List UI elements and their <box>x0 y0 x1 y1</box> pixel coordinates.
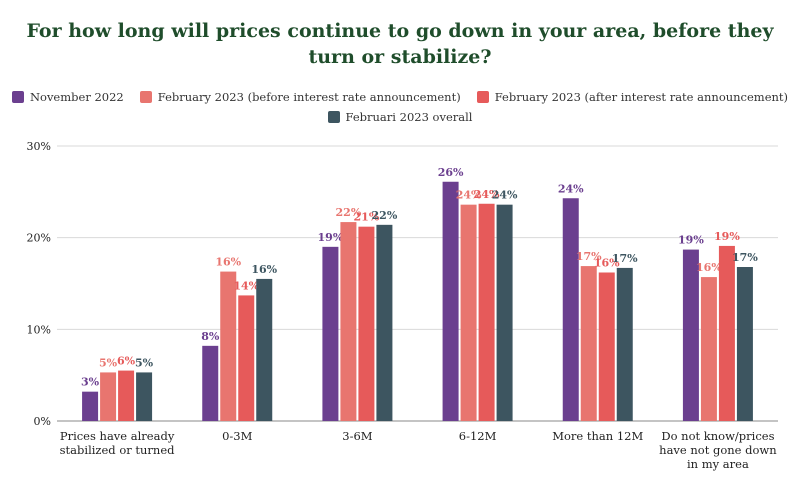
bar <box>340 222 357 421</box>
legend-item-feb-before: February 2023 (before interest rate anno… <box>139 90 461 104</box>
bar <box>478 203 495 421</box>
bar <box>460 204 477 421</box>
data-label: 14% <box>233 279 259 292</box>
bar <box>736 267 753 421</box>
data-label: 8% <box>201 330 220 343</box>
data-label: 16% <box>215 256 241 269</box>
legend-swatch <box>327 111 340 123</box>
data-label: 22% <box>336 206 362 219</box>
bar <box>136 372 153 421</box>
legend-item-november-2022: November 2022 <box>11 90 124 104</box>
bar <box>700 277 717 421</box>
bar <box>562 198 579 421</box>
x-tick-label: stabilized or turned <box>60 443 175 457</box>
data-label: 16% <box>251 263 277 276</box>
legend-item-feb-after: February 2023 (after interest rate annou… <box>476 90 789 104</box>
bar <box>82 391 99 421</box>
data-label: 19% <box>318 231 344 244</box>
bar <box>220 271 237 421</box>
bar <box>376 224 393 421</box>
x-tick-label: More than 12M <box>552 429 643 443</box>
bar <box>442 181 459 421</box>
bar <box>580 266 597 421</box>
y-tick-label: 30% <box>27 140 51 153</box>
bar <box>496 204 513 421</box>
bar <box>256 278 273 421</box>
legend-swatch <box>11 91 24 103</box>
data-label: 19% <box>678 234 704 247</box>
legend-row-2: Februari 2023 overall <box>0 110 800 124</box>
data-label: 16% <box>594 257 620 270</box>
legend: November 2022 February 2023 (before inte… <box>0 90 800 130</box>
data-label: 22% <box>372 209 398 222</box>
data-label: 17% <box>612 252 638 265</box>
data-label: 24% <box>492 189 518 202</box>
data-label: 24% <box>474 188 500 201</box>
bar <box>616 267 633 421</box>
bar <box>598 272 615 421</box>
data-label: 16% <box>696 261 722 274</box>
bar <box>358 226 375 421</box>
bar <box>100 372 117 421</box>
data-label: 5% <box>135 356 154 369</box>
bar <box>322 246 339 421</box>
data-label: 19% <box>714 230 740 243</box>
legend-item-feb-overall: Februari 2023 overall <box>327 110 473 124</box>
legend-swatch <box>139 91 152 103</box>
x-tick-label: Prices have already <box>60 429 175 443</box>
data-label: 26% <box>438 166 464 179</box>
data-label: 3% <box>81 376 100 389</box>
x-tick-label: 0-3M <box>222 429 253 443</box>
legend-label: February 2023 (before interest rate anno… <box>157 90 461 104</box>
y-tick-label: 10% <box>27 323 51 336</box>
data-label: 21% <box>354 211 380 224</box>
data-label: 5% <box>99 356 118 369</box>
data-label: 17% <box>732 251 758 264</box>
data-label: 17% <box>576 250 602 263</box>
x-tick-label: in my area <box>687 457 749 471</box>
y-tick-label: 20% <box>27 232 51 245</box>
chart-title: For how long will prices continue to go … <box>26 20 774 68</box>
bar <box>118 370 135 421</box>
legend-label: November 2022 <box>29 90 124 104</box>
x-tick-label: Do not know/prices <box>661 429 774 443</box>
legend-row-1: November 2022 February 2023 (before inte… <box>0 90 800 104</box>
y-tick-label: 0% <box>34 415 51 428</box>
legend-label: February 2023 (after interest rate annou… <box>494 90 789 104</box>
legend-swatch <box>476 91 489 103</box>
data-label: 24% <box>558 182 584 195</box>
x-tick-label: have not gone down <box>659 443 777 457</box>
legend-label: Februari 2023 overall <box>345 110 473 124</box>
data-label: 24% <box>456 189 482 202</box>
bar <box>202 345 219 421</box>
x-tick-label: 6-12M <box>459 429 497 443</box>
bar <box>718 245 735 421</box>
bar <box>682 249 699 421</box>
x-tick-label: 3-6M <box>342 429 373 443</box>
bar <box>238 295 255 421</box>
data-label: 6% <box>117 355 136 368</box>
